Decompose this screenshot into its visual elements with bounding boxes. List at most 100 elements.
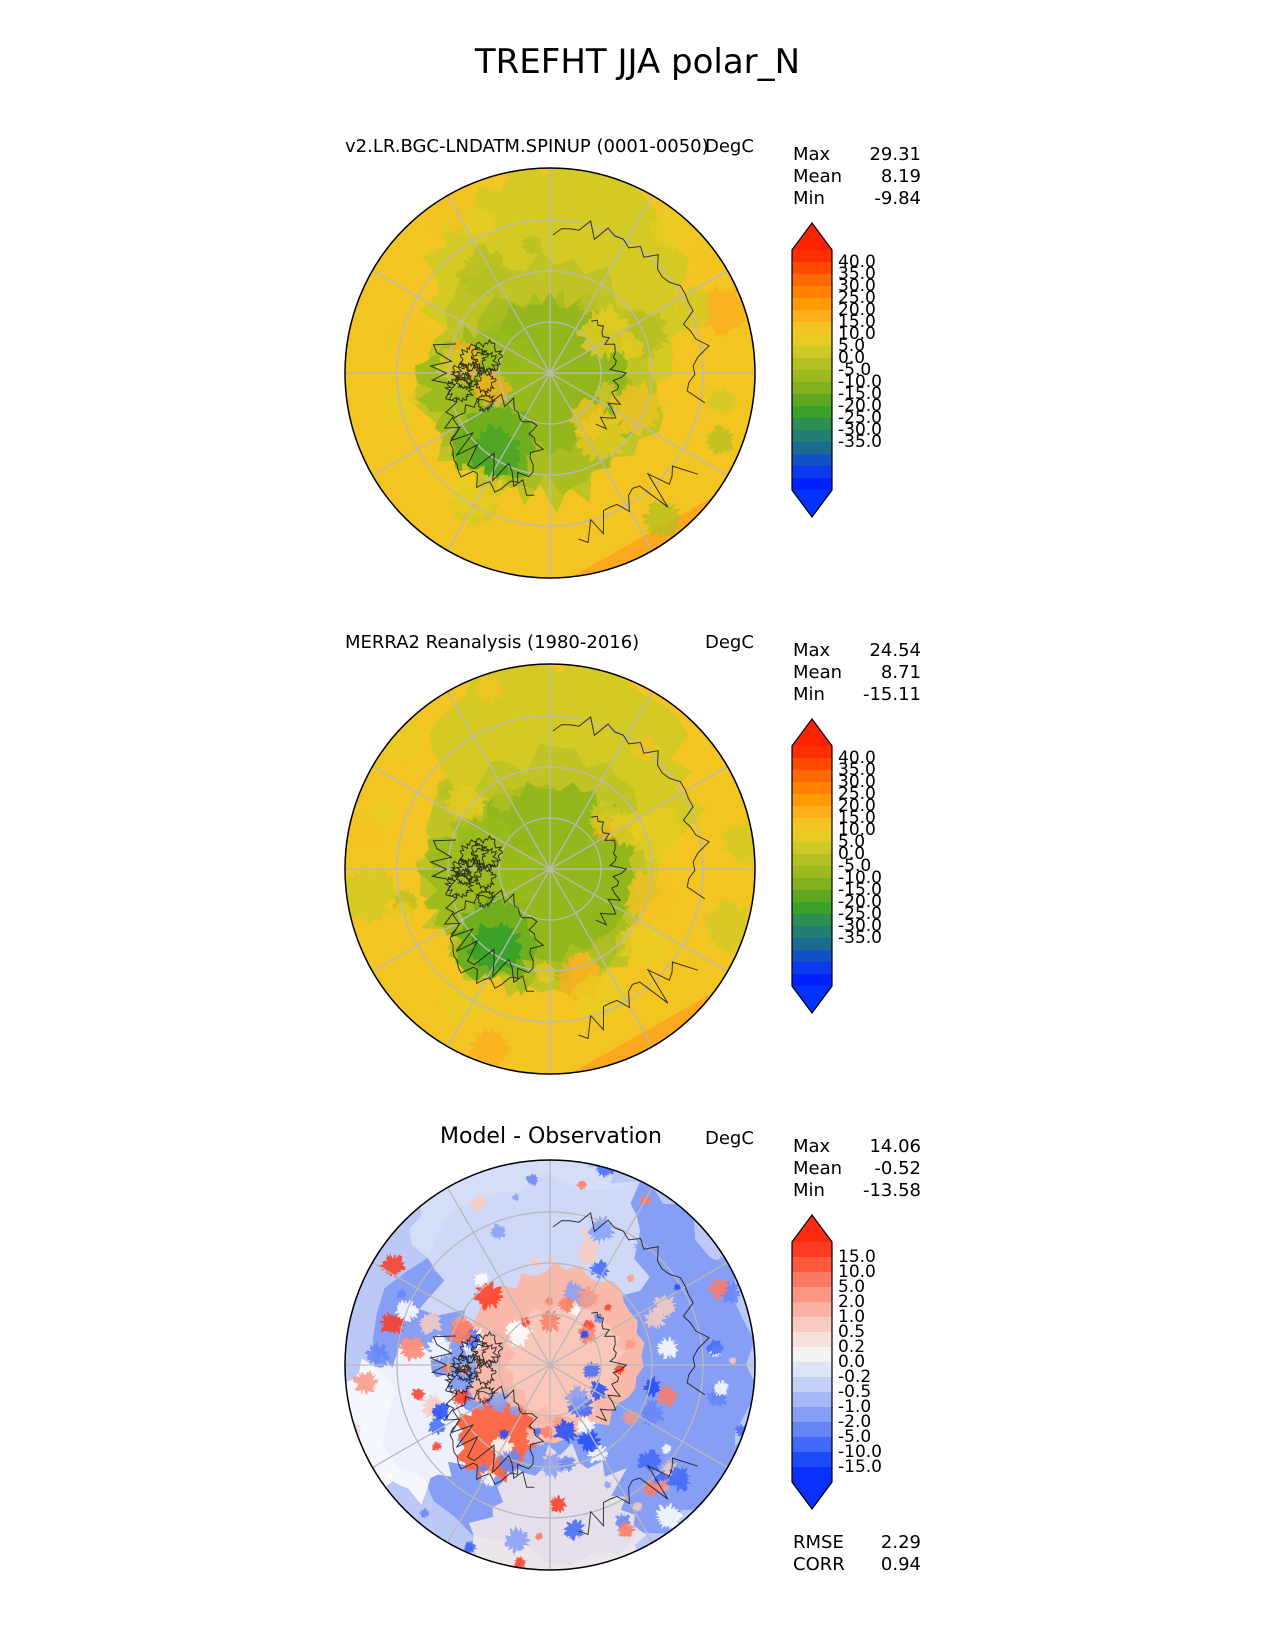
colorbar-tick-label: 10.0 <box>838 819 876 840</box>
field-patch <box>474 673 507 705</box>
field-patch <box>580 1330 589 1339</box>
coastline-island <box>470 1330 504 1366</box>
field-patch <box>669 1247 697 1277</box>
field-patch <box>654 1478 670 1494</box>
field-patch <box>447 1319 476 1346</box>
colorbar-segment <box>792 842 832 855</box>
field-patch <box>396 1288 408 1300</box>
field-patch <box>439 979 487 1026</box>
colorbar-tick-label: 35.0 <box>838 759 876 780</box>
colorbar-segment <box>792 758 832 771</box>
field-patch <box>656 1336 680 1360</box>
colorbar-segment <box>792 878 832 891</box>
coastline-island <box>470 350 499 376</box>
colorbar-segment <box>792 866 832 879</box>
polar-map-test <box>344 167 756 579</box>
field-patch <box>489 1223 506 1241</box>
field-patch <box>345 865 398 927</box>
colorbar-segment <box>792 322 832 335</box>
coastline-island <box>475 1383 497 1405</box>
colorbar-segment <box>792 746 832 759</box>
field-patch <box>673 1283 682 1292</box>
field-patch <box>513 1555 527 1569</box>
colorbar-segment <box>792 1422 832 1438</box>
colorbar-tick-label: -35.0 <box>838 927 882 948</box>
colorbar-tick-label: 0.2 <box>838 1336 866 1357</box>
meridian-line <box>549 1261 728 1366</box>
field-patch <box>431 1402 450 1422</box>
field-patch <box>386 1472 394 1480</box>
coastlines <box>429 715 710 1040</box>
coastline-island <box>475 391 497 413</box>
field-patch <box>642 1376 662 1398</box>
meridian-line <box>549 372 654 551</box>
figure-title: TREFHT JJA polar_N <box>474 42 801 82</box>
field-patch <box>385 319 427 359</box>
field-patch <box>713 1379 730 1397</box>
temperature-field <box>345 168 755 578</box>
field-patch <box>603 1481 612 1490</box>
field-patch <box>521 234 544 257</box>
colorbar-tick-label: 20.0 <box>838 795 876 816</box>
colorbar-segment <box>792 1377 832 1393</box>
meridian-line <box>446 1187 551 1366</box>
field-patch <box>661 1459 679 1478</box>
colorbar-segment <box>792 358 832 371</box>
stat-mean: Mean -0.52 <box>793 1158 921 1179</box>
colorbar-segment <box>792 962 832 975</box>
stat-rmse: RMSE 2.29 <box>793 1532 921 1553</box>
colorbar-segment <box>792 1287 832 1303</box>
meridian-line <box>549 868 654 1047</box>
coastline-island <box>470 834 504 870</box>
colorbar-tick-label: 2.0 <box>838 1291 866 1312</box>
field-patch <box>576 1428 602 1453</box>
field-patch <box>464 1540 478 1554</box>
field-patch <box>443 780 488 821</box>
colorbar-outline <box>791 1214 833 1511</box>
field-patch <box>427 1416 446 1436</box>
colorbar-tick-label: 40.0 <box>838 747 876 768</box>
colorbar-segment <box>792 250 832 263</box>
colorbar-tick-label: -35.0 <box>838 431 882 452</box>
field-patch <box>644 1306 668 1330</box>
colorbar-tick-label: -15.0 <box>838 879 882 900</box>
colorbar-segment <box>792 1242 832 1258</box>
field-patch <box>705 425 735 456</box>
field-patch <box>728 1357 737 1366</box>
coastline-europe <box>578 1457 699 1536</box>
stats-block: Max 14.06 Mean -0.52 Min -13.58 <box>793 1136 921 1202</box>
colorbar-segment <box>792 782 832 795</box>
graticule <box>345 168 755 578</box>
field-greenland-core <box>470 424 521 477</box>
coastline-island <box>473 369 497 394</box>
coastline-eurasia <box>552 1211 710 1396</box>
colorbar-segment <box>792 310 832 323</box>
field-patch <box>399 1335 427 1361</box>
units-label: DegC <box>705 632 754 653</box>
colorbar-segment <box>792 1437 832 1453</box>
field-patch <box>655 1382 681 1408</box>
field-patch <box>589 1258 610 1280</box>
colorbar-test <box>791 222 833 519</box>
stat-min: Min -13.58 <box>793 1180 921 1201</box>
coastline-island <box>443 871 475 899</box>
colorbar-tick-label: -10.0 <box>838 867 882 888</box>
meridian-line <box>372 269 551 374</box>
field-patch <box>624 1338 637 1351</box>
field-patch <box>350 814 386 849</box>
colorbar-segment <box>792 854 832 867</box>
field-patch <box>367 797 398 829</box>
coastline-island <box>455 856 482 885</box>
field-patch <box>648 206 693 254</box>
coastline-arctic-shelf <box>591 1311 628 1422</box>
field-patch <box>632 1236 651 1256</box>
coastline-island <box>475 887 497 909</box>
colorbar-tick-label: -5.0 <box>838 1426 872 1447</box>
panel-test: v2.LR.BGC-LNDATM.SPINUP (0001-0050) DegC… <box>0 0 1275 490</box>
coastline-island <box>458 343 489 372</box>
colorbar-segment <box>792 418 832 431</box>
colorbar-tick-label: 15.0 <box>838 807 876 828</box>
field-patch <box>417 1310 443 1336</box>
colorbar-tick-label: -30.0 <box>838 915 882 936</box>
field-patch <box>419 1508 430 1519</box>
